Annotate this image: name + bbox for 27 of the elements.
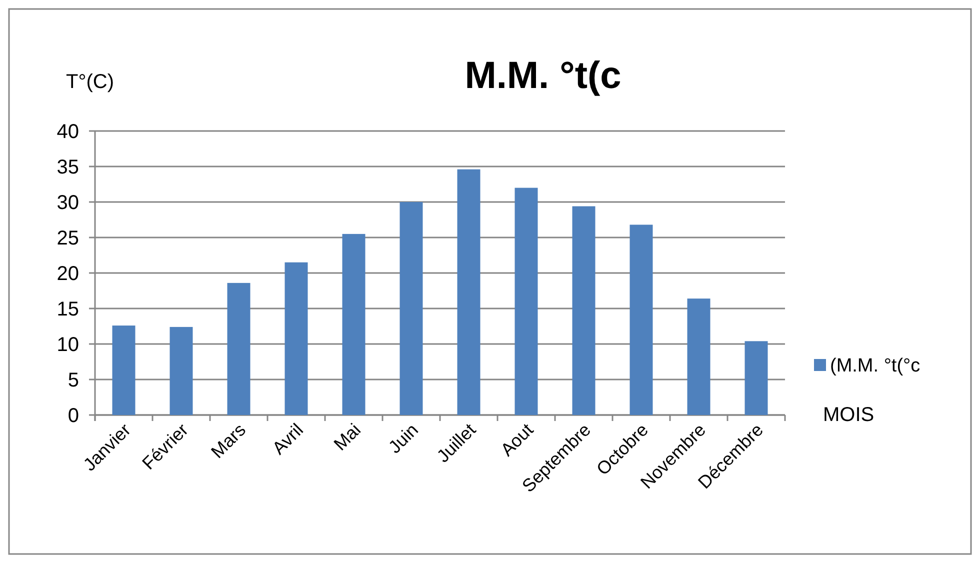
bar [687,298,710,415]
bar [457,169,480,415]
x-axis-title: MOIS [823,404,874,426]
bar [170,326,193,415]
x-tick-label: Juin [384,420,422,458]
chart-title: M.M. °t(c [464,55,622,97]
bar [572,206,596,415]
x-tick-label: Mai [330,420,365,454]
y-tick-label: 20 [56,263,79,285]
bar [284,262,308,415]
y-tick-label: 15 [56,298,79,320]
bar [514,188,538,415]
bar [400,202,423,415]
y-tick-label: 40 [56,121,79,143]
y-tick-label: 0 [68,405,79,427]
bar [744,341,768,415]
y-tick-label: 25 [56,228,79,250]
y-tick-label: 30 [56,192,79,214]
bar [342,234,366,415]
bar [227,282,250,415]
bar [112,326,136,415]
y-tick-label: 35 [56,156,79,178]
y-tick-label: 10 [56,334,79,356]
y-axis-title: T°(C) [66,71,114,93]
legend-label: (M.M. °t(°c [830,356,920,377]
bar [630,224,653,415]
y-tick-label: 5 [68,370,79,392]
